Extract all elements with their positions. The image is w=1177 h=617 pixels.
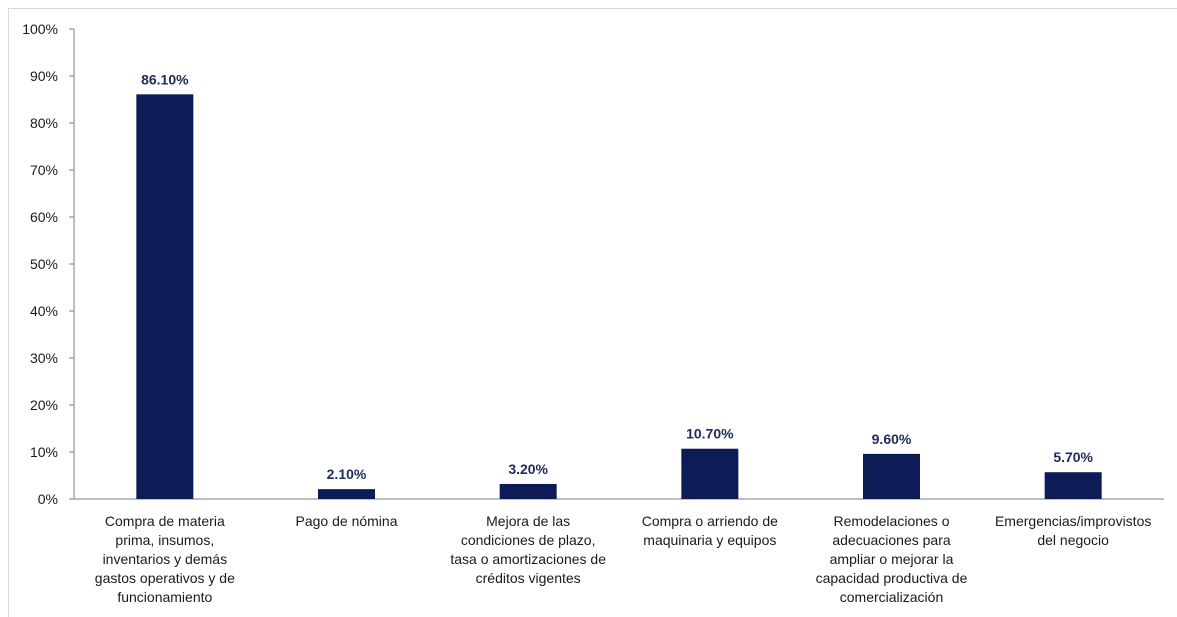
data-label: 5.70% xyxy=(1053,449,1093,465)
y-tick-label: 80% xyxy=(30,115,58,131)
category-label-line: Remodelaciones o xyxy=(834,513,950,529)
data-label: 86.10% xyxy=(141,71,189,87)
category-label-line: créditos vigentes xyxy=(476,570,581,586)
category-label-line: Compra de materia xyxy=(105,513,225,529)
data-label: 9.60% xyxy=(872,431,912,447)
category-label-line: Compra o arriendo de xyxy=(642,513,778,529)
y-tick-label: 70% xyxy=(30,162,58,178)
y-tick-label: 30% xyxy=(30,350,58,366)
category-label: Remodelaciones o adecuaciones para ampliar… xyxy=(816,513,968,605)
y-tick-label: 90% xyxy=(30,68,58,84)
category-label-line: prima, insumos, xyxy=(115,532,214,548)
category-label: Compra de materia prima, insumos, inventar… xyxy=(95,513,235,605)
category-label: Emergencias/improvistos del negocio xyxy=(995,513,1151,548)
bar xyxy=(318,489,375,499)
bar xyxy=(681,448,739,499)
y-tick-label: 100% xyxy=(22,21,58,37)
y-tick-label: 10% xyxy=(30,444,58,460)
category-label-line: tasa o amortizaciones de xyxy=(450,551,606,567)
y-tick-label: 40% xyxy=(30,303,58,319)
category-label-line: inventarios y demás xyxy=(103,551,228,567)
bar xyxy=(863,453,920,499)
category-label-line: comercialización xyxy=(840,589,943,605)
chart-frame xyxy=(8,8,1177,617)
data-label: 10.70% xyxy=(686,426,734,442)
category-label-line: funcionamiento xyxy=(117,589,212,605)
data-label: 2.10% xyxy=(327,466,367,482)
category-label-line: Emergencias/improvistos xyxy=(995,513,1151,529)
bar xyxy=(499,483,557,499)
bar xyxy=(136,94,194,499)
y-tick-label: 60% xyxy=(30,209,58,225)
category-label-line: Mejora de las xyxy=(486,513,570,529)
category-label: Pago de nómina xyxy=(296,513,398,529)
category-label-line: adecuaciones para xyxy=(832,532,951,548)
y-tick-label: 0% xyxy=(38,491,58,507)
category-label: Mejora de las condiciones de plazo, tasa o… xyxy=(450,513,606,586)
bar xyxy=(1044,472,1102,499)
category-label-line: maquinaria y equipos xyxy=(643,532,776,548)
y-tick-label: 20% xyxy=(30,397,58,413)
category-label: Compra o arriendo de maquinaria y equipos xyxy=(642,513,778,548)
category-label-line: condiciones de plazo, xyxy=(461,532,596,548)
data-label: 3.20% xyxy=(508,461,548,477)
category-label-line: del negocio xyxy=(1037,532,1109,548)
category-label-line: Pago de nómina xyxy=(296,513,398,529)
category-label-line: capacidad productiva de xyxy=(816,570,968,586)
y-tick-label: 50% xyxy=(30,256,58,272)
category-label-line: ampliar o mejorar la xyxy=(830,551,954,567)
category-label-line: gastos operativos y de xyxy=(95,570,235,586)
